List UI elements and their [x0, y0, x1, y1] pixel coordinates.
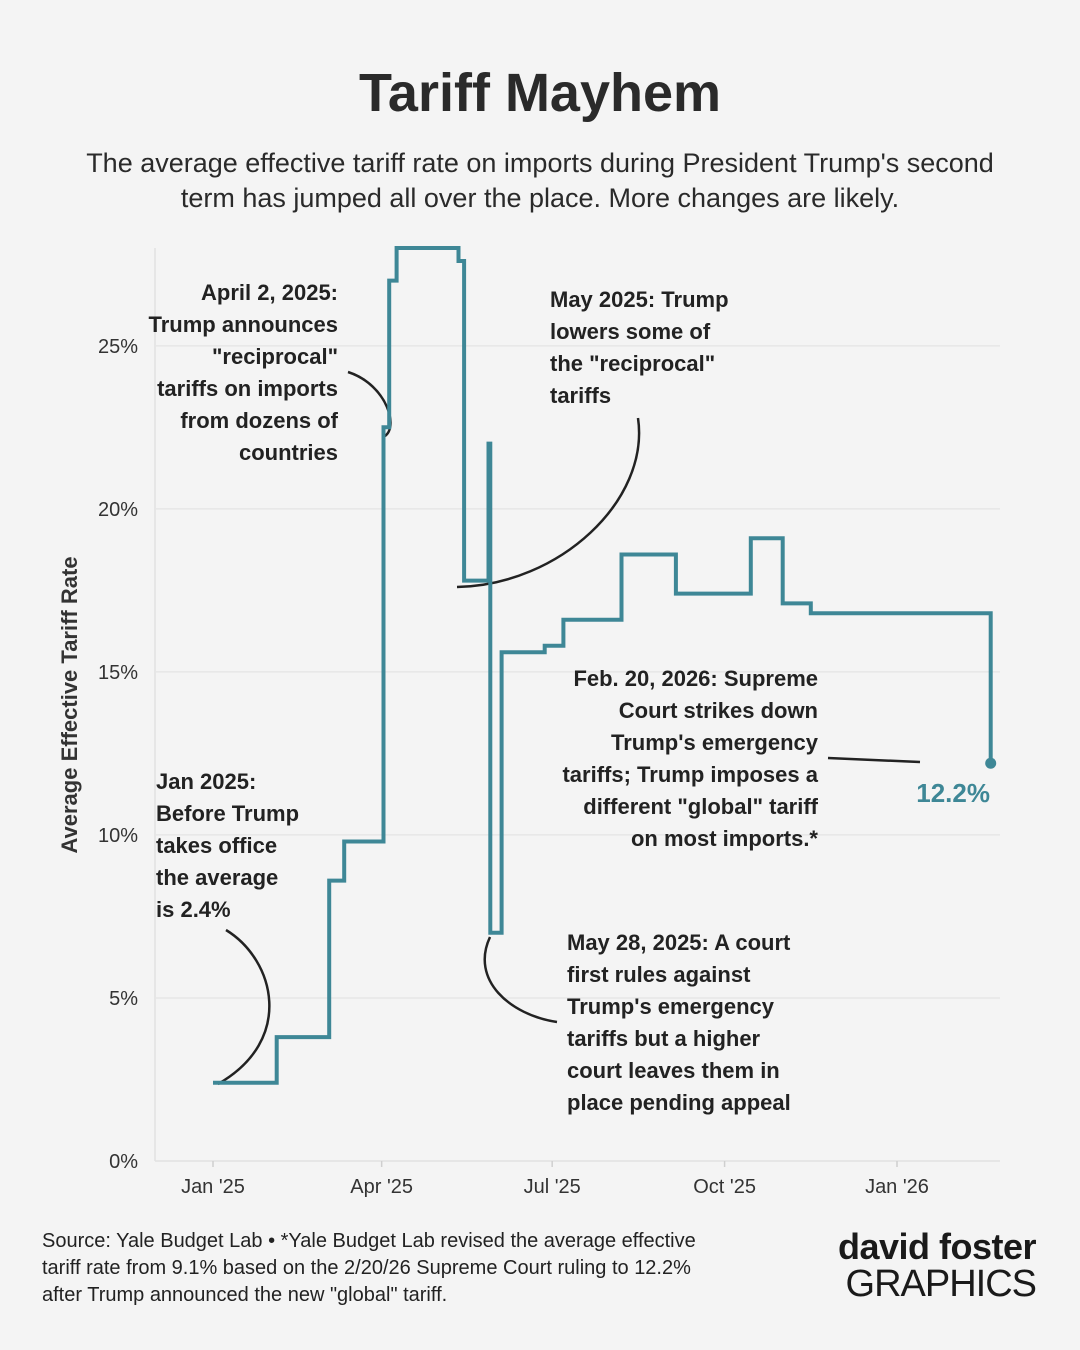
annotation-line: takes office: [156, 833, 277, 858]
series-group: 12.2%: [213, 246, 997, 1085]
annotation-connectors: [217, 370, 921, 1086]
annotations: April 2, 2025: Trump announces "reciprocal…: [149, 280, 819, 1115]
subtitle-line-1: The average effective tariff rate on imp…: [86, 148, 994, 178]
tariff-chart: Jan '25 Apr '25 Jul '25 Oct '25 Jan '26 0% 5%…: [57, 246, 1000, 1198]
annotation-may2025: May 2025: Trump lowers some of the "recipr…: [550, 287, 729, 408]
annotation-line: tariffs: [550, 383, 611, 408]
annotation-apr2025: April 2, 2025: Trump announces "reciprocal…: [149, 280, 339, 465]
connector-may2025: [456, 417, 641, 589]
connector-feb2026: [827, 756, 921, 764]
x-axis: Jan '25 Apr '25 Jul '25 Oct '25 Jan '26: [181, 1161, 929, 1198]
annotation-line: Trump's emergency: [611, 730, 819, 755]
annotation-line: from dozens of: [180, 408, 338, 433]
end-value-label: 12.2%: [916, 778, 990, 808]
footer-line-1: Source: Yale Budget Lab • *Yale Budget L…: [42, 1230, 696, 1252]
gridlines: [154, 248, 1000, 1162]
logo-bottom-text: GRAPHICS: [845, 1263, 1037, 1305]
annotation-line: April 2, 2025:: [201, 280, 338, 305]
annotation-line: Feb. 20, 2026: Supreme: [573, 666, 818, 691]
annotation-line: is 2.4%: [156, 897, 231, 922]
annotation-feb2026: Feb. 20, 2026: Supreme Court strikes down…: [562, 666, 818, 851]
x-tick-label: Jan '26: [865, 1176, 929, 1198]
y-tick-label: 5%: [109, 988, 138, 1010]
footer-line-3: after Trump announced the new "global" t…: [42, 1284, 448, 1306]
connector-apr2025: [347, 370, 392, 439]
y-axis: 0% 5% 10% 15% 20% 25%: [98, 336, 138, 1173]
annotation-may28-2025: May 28, 2025: A court first rules against…: [567, 930, 791, 1115]
annotation-line: first rules against: [567, 962, 751, 987]
annotation-line: Jan 2025:: [156, 769, 256, 794]
annotation-line: the average: [156, 865, 278, 890]
annotation-line: Before Trump: [156, 801, 299, 826]
annotation-line: place pending appeal: [567, 1090, 791, 1115]
y-tick-label: 15%: [98, 662, 138, 684]
brand-logo: david foster GRAPHICS: [836, 1226, 1037, 1305]
chart-title: Tariff Mayhem: [358, 63, 722, 123]
annotation-line: countries: [239, 440, 338, 465]
annotation-line: Court strikes down: [619, 698, 818, 723]
annotation-line: the "reciprocal": [550, 351, 715, 376]
x-tick-label: Jul '25: [524, 1176, 581, 1198]
source-footer: Source: Yale Budget Lab • *Yale Budget L…: [42, 1228, 742, 1309]
connector-may28: [483, 936, 558, 1024]
annotation-line: different "global" tariff: [583, 794, 818, 819]
annotation-line: "reciprocal": [212, 344, 338, 369]
annotation-line: May 2025: Trump: [550, 287, 729, 312]
logo-top-text: david foster: [837, 1226, 1037, 1267]
x-tick-label: Jan '25: [181, 1176, 245, 1198]
y-axis-title: Average Effective Tariff Rate: [57, 556, 82, 853]
y-tick-label: 20%: [98, 499, 138, 521]
y-tick-label: 25%: [98, 336, 138, 358]
x-tick-label: Apr '25: [350, 1176, 413, 1198]
x-tick-label: Oct '25: [693, 1176, 756, 1198]
y-tick-label: 10%: [98, 825, 138, 847]
annotation-line: lowers some of: [550, 319, 711, 344]
annotation-line: tariffs on imports: [157, 376, 338, 401]
connector-jan2025: [217, 928, 271, 1086]
annotation-line: on most imports.*: [631, 826, 818, 851]
annotation-jan2025: Jan 2025: Before Trump takes office the ave…: [156, 769, 299, 922]
footer-line-2: tariff rate from 9.1% based on the 2/20/…: [42, 1257, 691, 1279]
annotation-line: Trump's emergency: [567, 994, 775, 1019]
end-point: [985, 757, 997, 769]
series-line: [213, 246, 993, 1085]
y-tick-label: 0%: [109, 1151, 138, 1173]
annotation-line: May 28, 2025: A court: [567, 930, 791, 955]
annotation-line: court leaves them in: [567, 1058, 780, 1083]
annotation-line: Trump announces: [149, 312, 338, 337]
chart-subtitle: The average effective tariff rate on imp…: [60, 146, 1020, 216]
annotation-line: tariffs but a higher: [567, 1026, 761, 1051]
subtitle-line-2: term has jumped all over the place. More…: [180, 183, 900, 213]
annotation-line: tariffs; Trump imposes a: [562, 762, 818, 787]
